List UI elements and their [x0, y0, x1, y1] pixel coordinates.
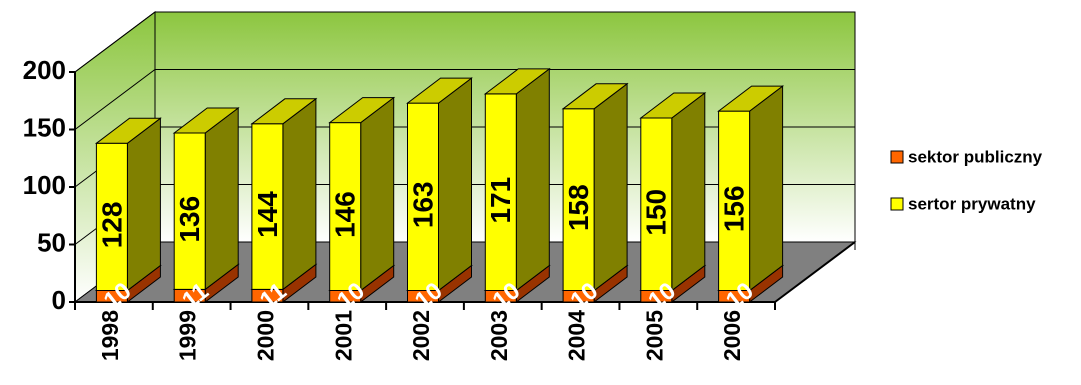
legend-swatch-private: [890, 197, 904, 211]
bar-private-side: [438, 77, 472, 292]
bar-private-top: [172, 107, 240, 134]
data-label-private: 128: [96, 202, 127, 249]
bar-private-side: [515, 67, 550, 292]
bar-private-side: [282, 97, 317, 291]
x-tick-label: 1999: [175, 310, 201, 361]
y-tick-label: 150: [23, 112, 66, 142]
data-label-private: 156: [719, 185, 750, 232]
bar-private-side: [204, 106, 239, 291]
x-tick-label: 2003: [486, 310, 512, 361]
bar-private-side: [593, 82, 628, 292]
bar-private-top: [250, 98, 318, 125]
data-label-private: 171: [485, 177, 516, 224]
depth-axis: [774, 241, 856, 303]
bar-private-side: [749, 85, 784, 292]
y-tick-label: 100: [23, 170, 66, 200]
legend-label-private: sertor prywatny: [908, 194, 1036, 213]
bar-private-top: [639, 92, 707, 119]
y-tick-label: 200: [23, 55, 66, 85]
data-label-private: 163: [407, 181, 438, 228]
x-tick-label: 2004: [564, 310, 590, 361]
x-tick-label: 2002: [408, 310, 434, 361]
legend-swatch-public: [890, 150, 904, 164]
bar-private-side: [126, 117, 161, 292]
bar-private-top: [94, 117, 162, 144]
x-tick-label: 2000: [253, 310, 279, 361]
x-tick-label: 1998: [97, 310, 123, 361]
x-tick-label: 2001: [330, 310, 356, 361]
legend: sektor publiczny sertor prywatny: [890, 147, 1043, 213]
bar-private-side: [360, 96, 395, 292]
legend-label-public: sektor publiczny: [908, 147, 1043, 166]
gridline: [74, 11, 855, 73]
y-tick-label: 50: [37, 227, 66, 257]
bars: 1281013611144111461016310171101581015010…: [94, 67, 785, 315]
y-tick-label: 0: [52, 285, 66, 315]
bar-private-top: [328, 97, 396, 124]
bar-private-top: [406, 77, 473, 104]
data-label-private: 136: [174, 196, 205, 243]
bar-private-side: [671, 91, 706, 292]
data-label-private: 146: [330, 191, 361, 238]
data-label-private: 150: [641, 189, 672, 236]
bar-private-top: [561, 83, 629, 110]
bar-private-top: [483, 68, 551, 95]
x-tick-label: 2005: [641, 310, 667, 361]
bar-private-top: [717, 85, 785, 112]
x-tick-label: 2006: [719, 310, 745, 361]
tick-labels: 0 50 100 150 200 1998 1999 2000 2001 2002 2003 2004…: [23, 55, 776, 361]
gridline: [74, 69, 855, 130]
data-label-private: 158: [563, 184, 594, 231]
data-label-private: 144: [252, 191, 283, 238]
